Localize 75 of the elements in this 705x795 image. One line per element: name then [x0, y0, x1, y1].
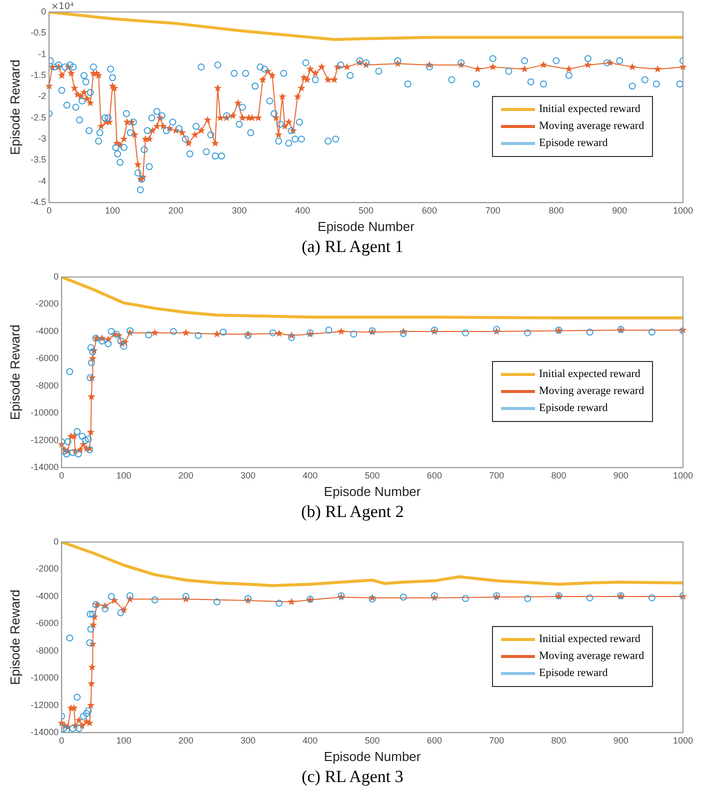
- x-tick-label: 400: [295, 205, 310, 216]
- x-axis-title: Episode Number: [324, 748, 422, 764]
- text: (b) RL Agent 2: [300, 501, 405, 523]
- x-tick-label: 1000: [672, 205, 694, 216]
- y-tick-label: -6000: [36, 618, 59, 628]
- legend-label: Moving average reward: [539, 120, 644, 132]
- x-tick-label: 600: [426, 735, 442, 746]
- x-tick-label: 100: [116, 735, 132, 746]
- x-tick-label: 200: [168, 205, 184, 216]
- legend-label: Initial expected reward: [539, 633, 640, 646]
- y-tick-label: 0: [41, 6, 46, 16]
- x-tick-label: 100: [116, 470, 132, 480]
- y-tick-label: -6000: [36, 353, 59, 364]
- x-tick-label: 600: [422, 205, 437, 216]
- x-tick-label: 400: [302, 735, 318, 746]
- x-tick-label: 600: [426, 470, 442, 480]
- x-tick-label: 900: [613, 470, 628, 480]
- x-tick-label: 1000: [672, 470, 694, 480]
- y-tick-label: -0.5: [30, 28, 46, 38]
- x-tick-label: 500: [364, 735, 380, 746]
- legend-label: Moving average reward: [539, 385, 644, 398]
- x-tick-label: 900: [612, 205, 628, 216]
- y-tick-label: -4.5: [30, 197, 46, 208]
- text: (a) RL Agent 1: [300, 236, 404, 258]
- y-tick-label: -3.5: [30, 154, 46, 165]
- legend-label: Episode reward: [539, 137, 608, 150]
- x-tick-label: 300: [240, 735, 256, 746]
- text: (c) RL Agent 3: [300, 766, 404, 788]
- x-axis-title: Episode Number: [324, 484, 422, 499]
- y-tick-label: -10000: [30, 672, 59, 683]
- legend-label: Initial expected reward: [539, 368, 640, 380]
- y-tick-label: -10000: [30, 408, 59, 418]
- y-tick-label: -1: [38, 48, 46, 59]
- x-tick-label: 200: [178, 470, 194, 480]
- y-tick-label: -14000: [30, 727, 59, 738]
- y-tick-label: -8000: [36, 380, 59, 390]
- y-tick-label: -2000: [36, 564, 59, 574]
- y-tick-label: -12000: [30, 434, 59, 445]
- x-tick-label: 500: [364, 470, 380, 480]
- y-tick-label: -3: [38, 134, 46, 144]
- x-tick-label: 1000: [672, 735, 694, 746]
- y-tick-label: 0: [54, 536, 59, 546]
- x-tick-label: 800: [551, 735, 566, 746]
- y-tick-label: -4000: [36, 590, 59, 601]
- y-tick-label: -2000: [36, 298, 59, 309]
- x-tick-label: 900: [613, 735, 628, 746]
- x-tick-label: 300: [240, 470, 256, 480]
- y-tick-label: -1.5: [30, 70, 46, 80]
- legend-label: Episode reward: [539, 402, 608, 414]
- y-tick-label: -2: [38, 91, 46, 102]
- x-tick-label: 500: [358, 205, 374, 216]
- y-tick-label: -2.5: [30, 112, 46, 122]
- y-tick-label: -12000: [30, 700, 59, 710]
- y-axis-title: Episode Reward: [7, 324, 22, 420]
- legend-label: Moving average reward: [539, 650, 644, 662]
- y-axis-title: Episode Reward: [7, 60, 22, 155]
- y-tick-label: 0: [54, 271, 59, 282]
- x-axis-title: Episode Number: [318, 218, 416, 234]
- y-axis-title: Episode Reward: [7, 590, 22, 685]
- legend-label: Episode reward: [539, 667, 608, 680]
- x-tick-label: 800: [551, 470, 566, 480]
- y-tick-label: -8000: [36, 645, 59, 656]
- x-tick-label: 800: [548, 205, 564, 216]
- y-tick-label: -4000: [36, 326, 59, 336]
- y-tick-label: -4: [38, 176, 46, 186]
- x-tick-label: 700: [489, 735, 504, 746]
- x-tick-label: 700: [489, 470, 504, 480]
- legend-label: Initial expected reward: [539, 103, 640, 116]
- x-tick-label: 400: [302, 470, 318, 480]
- x-tick-label: 700: [485, 205, 500, 216]
- annotation: ×10⁴: [51, 2, 74, 12]
- x-tick-label: 100: [104, 205, 120, 216]
- y-tick-label: -14000: [30, 462, 59, 472]
- x-tick-label: 300: [232, 205, 247, 216]
- x-tick-label: 200: [178, 735, 194, 746]
